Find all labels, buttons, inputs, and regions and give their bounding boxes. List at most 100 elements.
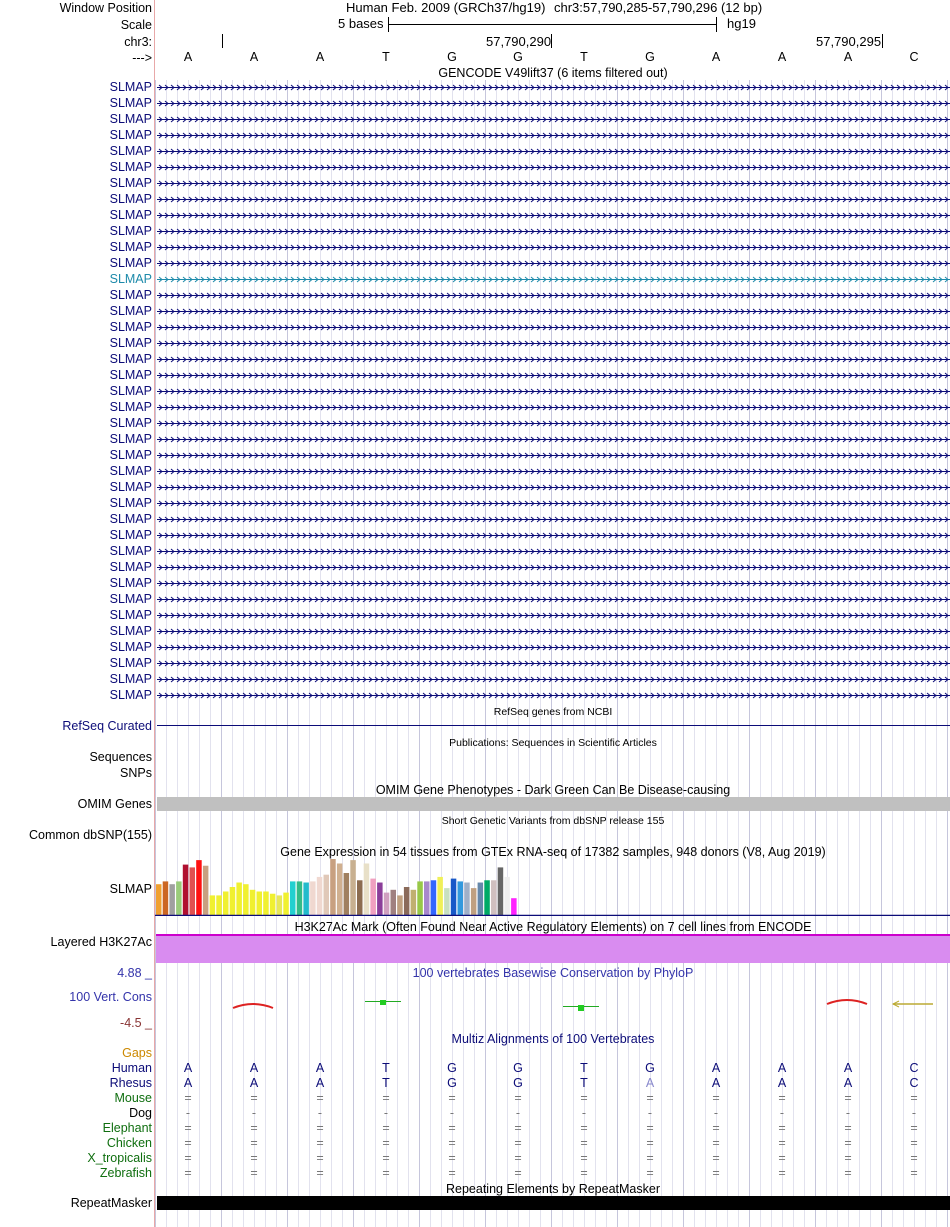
dbsnp-label[interactable]: Common dbSNP(155) [29, 828, 152, 842]
gtex-tissue-bar[interactable] [350, 860, 356, 915]
gencode-transcript[interactable] [157, 692, 950, 699]
gencode-transcript[interactable] [157, 420, 950, 427]
phylop-signal[interactable] [155, 990, 950, 1020]
gencode-gene-label[interactable]: SLMAP [109, 640, 152, 654]
gencode-transcript[interactable] [157, 628, 950, 635]
multiz-species-label[interactable]: X_tropicalis [87, 1151, 152, 1165]
gtex-tissue-bar[interactable] [343, 873, 350, 915]
gencode-transcript[interactable] [157, 644, 950, 651]
gencode-gene-label[interactable]: SLMAP [109, 80, 152, 94]
gtex-tissue-bar[interactable] [176, 881, 182, 915]
gtex-tissue-bar[interactable] [363, 863, 370, 915]
gtex-tissue-bar[interactable] [336, 863, 343, 915]
multiz-species-label[interactable]: Dog [129, 1106, 152, 1120]
gencode-gene-label[interactable]: SLMAP [109, 656, 152, 670]
gencode-transcript[interactable] [157, 660, 950, 667]
gencode-gene-label[interactable]: SLMAP [109, 240, 152, 254]
gtex-tissue-bar[interactable] [430, 880, 437, 915]
gtex-tissue-bar[interactable] [169, 884, 175, 915]
gencode-transcript[interactable] [157, 564, 950, 571]
gtex-tissue-bar[interactable] [470, 888, 477, 915]
multiz-species-label[interactable]: Zebrafish [99, 1166, 152, 1180]
gencode-gene-label[interactable]: SLMAP [109, 176, 152, 190]
h3k27ac-signal-fill[interactable] [156, 935, 950, 963]
gencode-transcript[interactable] [157, 84, 950, 91]
gtex-tissue-bar[interactable] [444, 888, 450, 915]
multiz-species-label[interactable]: Rhesus [109, 1076, 152, 1090]
gencode-gene-label[interactable]: SLMAP [109, 544, 152, 558]
gencode-transcript[interactable] [157, 468, 950, 475]
gencode-transcript[interactable] [157, 148, 950, 155]
gencode-transcript[interactable] [157, 260, 950, 267]
gencode-transcript[interactable] [157, 356, 950, 363]
gtex-tissue-bar[interactable] [484, 880, 490, 915]
gtex-tissue-bar[interactable] [209, 895, 216, 915]
gtex-tissue-bar[interactable] [216, 895, 222, 915]
gtex-tissue-bar[interactable] [417, 881, 423, 915]
gtex-tissue-bar[interactable] [202, 865, 209, 915]
gtex-tissue-bar[interactable] [457, 881, 464, 915]
gencode-gene-label[interactable]: SLMAP [109, 272, 152, 286]
gencode-gene-label[interactable]: SLMAP [109, 192, 152, 206]
gtex-tissue-bar[interactable] [229, 887, 236, 915]
gtex-gene-label[interactable]: SLMAP [109, 882, 152, 896]
gtex-tissue-bar[interactable] [403, 887, 410, 915]
gtex-tissue-bar[interactable] [511, 898, 517, 915]
gencode-transcript[interactable] [157, 276, 950, 283]
gtex-tissue-bar[interactable] [330, 859, 336, 915]
gencode-gene-label[interactable]: SLMAP [109, 368, 152, 382]
gencode-transcript[interactable] [157, 500, 950, 507]
gtex-tissue-bar[interactable] [310, 881, 316, 915]
gencode-transcript[interactable] [157, 436, 950, 443]
gencode-gene-label[interactable]: SLMAP [109, 208, 152, 222]
gencode-gene-label[interactable]: SLMAP [109, 576, 152, 590]
gtex-expression-chart[interactable] [155, 858, 950, 916]
gtex-tissue-bar[interactable] [316, 876, 323, 915]
gencode-transcript[interactable] [157, 116, 950, 123]
gencode-gene-label[interactable]: SLMAP [109, 256, 152, 270]
gtex-tissue-bar[interactable] [256, 891, 263, 915]
repeatmasker-label[interactable]: RepeatMasker [70, 1196, 152, 1210]
gencode-gene-label[interactable]: SLMAP [109, 624, 152, 638]
multiz-species-label[interactable]: Elephant [102, 1121, 152, 1135]
gencode-transcript[interactable] [157, 308, 950, 315]
gencode-gene-label[interactable]: SLMAP [109, 560, 152, 574]
gtex-tissue-bar[interactable] [323, 874, 330, 915]
gencode-transcript[interactable] [157, 132, 950, 139]
gencode-gene-label[interactable]: SLMAP [109, 608, 152, 622]
gtex-tissue-bar[interactable] [383, 892, 390, 915]
gencode-gene-label[interactable]: SLMAP [109, 592, 152, 606]
gtex-tissue-bar[interactable] [223, 891, 229, 915]
gtex-tissue-bar[interactable] [464, 882, 470, 915]
gencode-transcript[interactable] [157, 340, 950, 347]
gtex-tissue-bar[interactable] [497, 867, 504, 915]
publications-snps-label[interactable]: SNPs [120, 766, 152, 780]
gencode-transcript[interactable] [157, 164, 950, 171]
gtex-tissue-bar[interactable] [290, 881, 296, 915]
gencode-transcript[interactable] [157, 532, 950, 539]
gencode-gene-label[interactable]: SLMAP [109, 480, 152, 494]
gtex-tissue-bar[interactable] [182, 864, 189, 915]
gencode-transcript[interactable] [157, 196, 950, 203]
h3k27ac-label[interactable]: Layered H3K27Ac [50, 935, 152, 949]
gencode-gene-label[interactable]: SLMAP [109, 304, 152, 318]
gencode-gene-label[interactable]: SLMAP [109, 464, 152, 478]
gencode-gene-label[interactable]: SLMAP [109, 112, 152, 126]
gencode-gene-label[interactable]: SLMAP [109, 320, 152, 334]
gencode-gene-label[interactable]: SLMAP [109, 528, 152, 542]
gencode-gene-label[interactable]: SLMAP [109, 288, 152, 302]
gtex-tissue-bar[interactable] [504, 876, 510, 915]
gencode-transcript[interactable] [157, 100, 950, 107]
gtex-tissue-bar[interactable] [236, 882, 242, 915]
gencode-gene-label[interactable]: SLMAP [109, 384, 152, 398]
multiz-species-label[interactable]: Human [111, 1061, 152, 1075]
gencode-gene-label[interactable]: SLMAP [109, 352, 152, 366]
gencode-transcript[interactable] [157, 516, 950, 523]
gencode-transcript[interactable] [157, 596, 950, 603]
gtex-tissue-bar[interactable] [491, 880, 497, 915]
gencode-transcript[interactable] [157, 324, 950, 331]
gencode-transcript[interactable] [157, 372, 950, 379]
gencode-gene-label[interactable]: SLMAP [109, 96, 152, 110]
gencode-transcript[interactable] [157, 484, 950, 491]
gencode-gene-label[interactable]: SLMAP [109, 400, 152, 414]
